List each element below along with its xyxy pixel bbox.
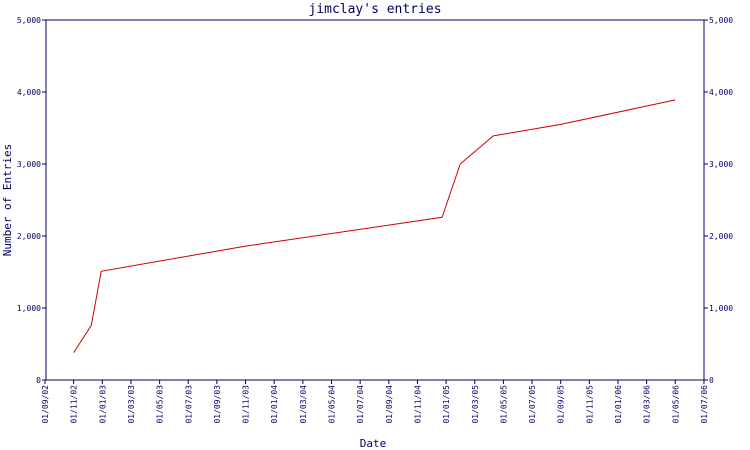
y-tick-label-right: 0 xyxy=(709,376,714,385)
y-tick-label-right: 2,000 xyxy=(709,232,733,241)
x-tick-label: 01/09/05 xyxy=(557,385,566,424)
y-tick-label-right: 3,000 xyxy=(709,160,733,169)
x-axis-title: Date xyxy=(360,437,387,450)
y-tick-label-right: 1,000 xyxy=(709,304,733,313)
y-tick-label: 3,000 xyxy=(17,160,41,169)
x-axis: 01/09/02 01/11/02 01/01/03 01/03/03 01/05/03… xyxy=(41,380,709,424)
y-tick-label: 4,000 xyxy=(17,88,41,97)
y-axis-title: Number of Entries xyxy=(1,144,14,257)
y-axis-right: 0 1,000 2,000 3,000 4,000 5,000 xyxy=(704,16,733,385)
y-tick-label: 0 xyxy=(36,376,41,385)
x-tick-label: 01/01/06 xyxy=(614,385,623,424)
x-tick-label: 01/11/03 xyxy=(242,385,251,424)
x-tick-label: 01/07/06 xyxy=(700,385,709,424)
y-tick-label: 5,000 xyxy=(17,16,41,25)
x-tick-label: 01/01/04 xyxy=(270,385,279,424)
y-tick-label: 2,000 xyxy=(17,232,41,241)
x-tick-label: 01/07/03 xyxy=(184,385,193,424)
y-tick-label-right: 5,000 xyxy=(709,16,733,25)
y-tick-label: 1,000 xyxy=(17,304,41,313)
x-tick-label: 01/01/03 xyxy=(98,385,107,424)
series-line xyxy=(73,99,676,353)
x-tick-label: 01/03/05 xyxy=(471,385,480,424)
y-tick-label-right: 4,000 xyxy=(709,88,733,97)
x-tick-label: 01/03/04 xyxy=(299,385,308,424)
chart-title: jimclay's entries xyxy=(308,2,441,17)
x-tick-label: 01/05/05 xyxy=(499,385,508,424)
x-tick-label: 01/05/04 xyxy=(328,385,337,424)
x-tick-label: 01/01/05 xyxy=(442,385,451,424)
x-tick-label: 01/05/03 xyxy=(156,385,165,424)
x-tick-label: 01/11/05 xyxy=(585,385,594,424)
plot-area-border xyxy=(45,19,705,381)
x-tick-label: 01/11/04 xyxy=(413,385,422,424)
x-tick-label: 01/09/04 xyxy=(385,385,394,424)
x-tick-label: 01/09/02 xyxy=(41,385,50,424)
x-tick-label: 01/07/05 xyxy=(528,385,537,424)
y-axis-left: 0 1,000 2,000 3,000 4,000 5,000 xyxy=(17,16,46,385)
x-tick-label: 01/05/06 xyxy=(671,385,680,424)
x-tick-label: 01/03/06 xyxy=(643,385,652,424)
x-tick-label: 01/07/04 xyxy=(356,385,365,424)
series-layer xyxy=(73,99,676,353)
x-tick-label: 01/09/03 xyxy=(213,385,222,424)
x-tick-label: 01/11/02 xyxy=(70,385,79,424)
x-tick-label: 01/03/03 xyxy=(127,385,136,424)
